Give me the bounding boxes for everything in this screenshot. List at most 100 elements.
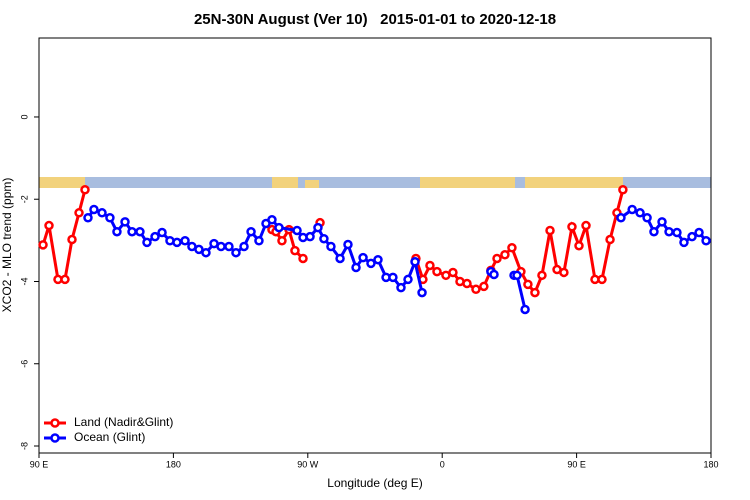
land-band	[305, 180, 319, 188]
data-point	[567, 222, 577, 232]
data-point	[432, 266, 442, 277]
data-point	[679, 237, 689, 248]
data-point	[687, 231, 697, 242]
data-point	[142, 237, 152, 248]
chart-title: 25N-30N August (Ver 10) 2015-01-01 to 20…	[194, 11, 556, 28]
data-point	[605, 234, 615, 245]
x-tick-label: 180	[166, 459, 181, 469]
data-point	[574, 240, 584, 251]
data-point	[351, 262, 361, 273]
data-point	[112, 226, 122, 237]
data-point	[89, 204, 99, 215]
x-tick-label: 90 E	[567, 459, 586, 469]
data-point	[627, 204, 637, 215]
data-point	[672, 227, 682, 238]
data-point	[366, 258, 376, 269]
y-tick-label: -6	[19, 360, 29, 368]
data-point	[479, 281, 489, 292]
data-point	[448, 267, 458, 278]
data-point	[523, 279, 533, 290]
data-point	[545, 225, 555, 236]
data-point	[373, 254, 383, 265]
data-point	[319, 233, 329, 244]
data-point	[305, 231, 315, 242]
data-point	[157, 227, 167, 238]
data-point	[120, 217, 130, 227]
data-point	[67, 234, 77, 245]
data-point	[403, 274, 413, 285]
data-point	[694, 227, 704, 238]
data-point	[80, 185, 90, 195]
data-point	[105, 212, 115, 223]
ocean-band	[39, 177, 711, 188]
data-point	[462, 278, 472, 289]
data-point	[410, 256, 420, 267]
legend-label: Land (Nadir&Glint)	[74, 415, 173, 429]
y-tick-label: -8	[19, 442, 29, 450]
series-line	[41, 189, 625, 296]
legend-marker	[50, 418, 60, 428]
data-point	[618, 185, 628, 195]
data-point	[537, 270, 547, 281]
data-point	[520, 304, 530, 315]
data-point	[135, 226, 145, 237]
land-band	[39, 177, 85, 188]
y-tick-label: -2	[19, 195, 29, 203]
x-tick-label: 0	[440, 459, 445, 469]
data-point	[267, 215, 277, 225]
land-band	[420, 177, 515, 188]
data-point	[417, 287, 427, 298]
data-point	[246, 226, 256, 237]
data-point	[343, 239, 353, 250]
data-point	[358, 252, 368, 263]
data-point	[127, 226, 137, 237]
data-point	[425, 260, 435, 271]
y-axis-label: XCO2 - MLO trend (ppm)	[0, 178, 14, 313]
data-point	[150, 231, 160, 242]
data-point	[274, 222, 284, 233]
data-point	[180, 236, 190, 246]
data-point	[335, 253, 345, 264]
data-point	[664, 226, 674, 237]
data-point	[254, 236, 264, 246]
data-point	[616, 212, 626, 223]
data-point	[597, 274, 607, 285]
data-point	[74, 208, 84, 218]
data-point	[649, 226, 659, 237]
data-point	[224, 241, 234, 252]
data-point	[701, 236, 711, 246]
data-point	[492, 253, 502, 264]
data-point	[239, 241, 249, 252]
data-point	[60, 274, 70, 285]
data-point	[530, 287, 540, 298]
data-point	[581, 220, 591, 231]
data-point	[635, 208, 645, 218]
data-point	[172, 237, 182, 248]
data-point	[657, 217, 667, 227]
data-point	[231, 247, 241, 258]
data-point	[500, 250, 510, 260]
x-tick-label: 90 W	[297, 459, 319, 469]
x-axis-label: Longitude (deg E)	[327, 476, 422, 490]
y-tick-label: -4	[19, 277, 29, 285]
data-point	[326, 241, 336, 252]
data-point	[489, 269, 499, 280]
data-point	[642, 212, 652, 223]
legend-marker	[50, 433, 60, 443]
data-point	[194, 244, 204, 255]
data-point	[83, 212, 93, 223]
land-band	[272, 177, 298, 188]
land-band	[525, 177, 623, 188]
data-point	[298, 253, 308, 264]
data-point	[277, 236, 287, 246]
data-point	[559, 267, 569, 278]
data-point	[507, 243, 517, 253]
y-tick-label: 0	[19, 114, 29, 119]
data-point	[290, 245, 300, 256]
data-point	[44, 220, 54, 231]
data-point	[38, 240, 48, 250]
data-point	[216, 241, 226, 252]
data-point	[388, 272, 398, 283]
